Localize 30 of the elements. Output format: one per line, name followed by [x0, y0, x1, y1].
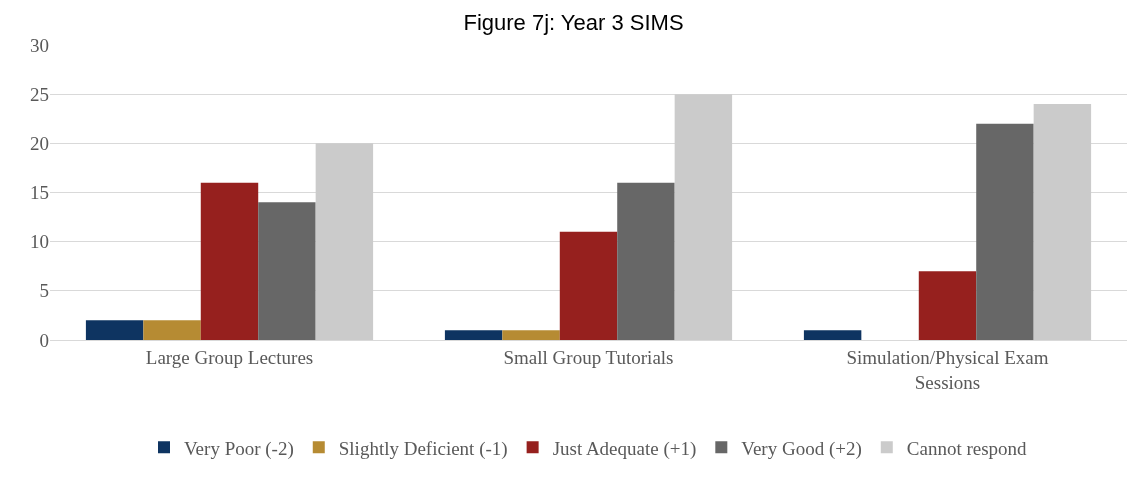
x-tick-label: Small Group Tutorials: [503, 346, 674, 368]
x-tick-label: Large Group Lectures: [145, 346, 314, 368]
bar: [803, 330, 862, 340]
y-tick-label: 0: [39, 329, 49, 351]
bar: [315, 143, 374, 340]
y-tick-label: 20: [30, 132, 49, 154]
bar: [674, 94, 733, 340]
bar: [1033, 104, 1092, 340]
legend-label: Slightly Deficient (-1): [338, 437, 508, 460]
legend-label: Very Good (+2): [741, 437, 862, 460]
bar: [258, 202, 316, 340]
y-tick-label: 5: [39, 280, 49, 302]
bar: [502, 330, 560, 340]
bar: [200, 182, 259, 340]
legend-label: Very Poor (-2): [184, 437, 294, 460]
bar: [444, 330, 503, 340]
chart-title: Figure 7j: Year 3 SIMS: [463, 9, 684, 35]
bar: [617, 182, 675, 340]
bar: [918, 271, 977, 340]
y-tick-label: 10: [30, 231, 49, 253]
y-tick-label: 15: [30, 182, 49, 204]
bar: [559, 231, 618, 340]
bar: [143, 320, 201, 340]
bar: [976, 123, 1034, 340]
y-tick-label: 25: [30, 83, 49, 105]
y-tick-label: 30: [30, 34, 49, 56]
legend-label: Just Adequate (+1): [552, 437, 697, 460]
x-tick-label: Simulation/Physical Exam Sessions: [846, 346, 1049, 393]
bar: [85, 320, 144, 340]
legend-label: Cannot respond: [906, 437, 1028, 459]
